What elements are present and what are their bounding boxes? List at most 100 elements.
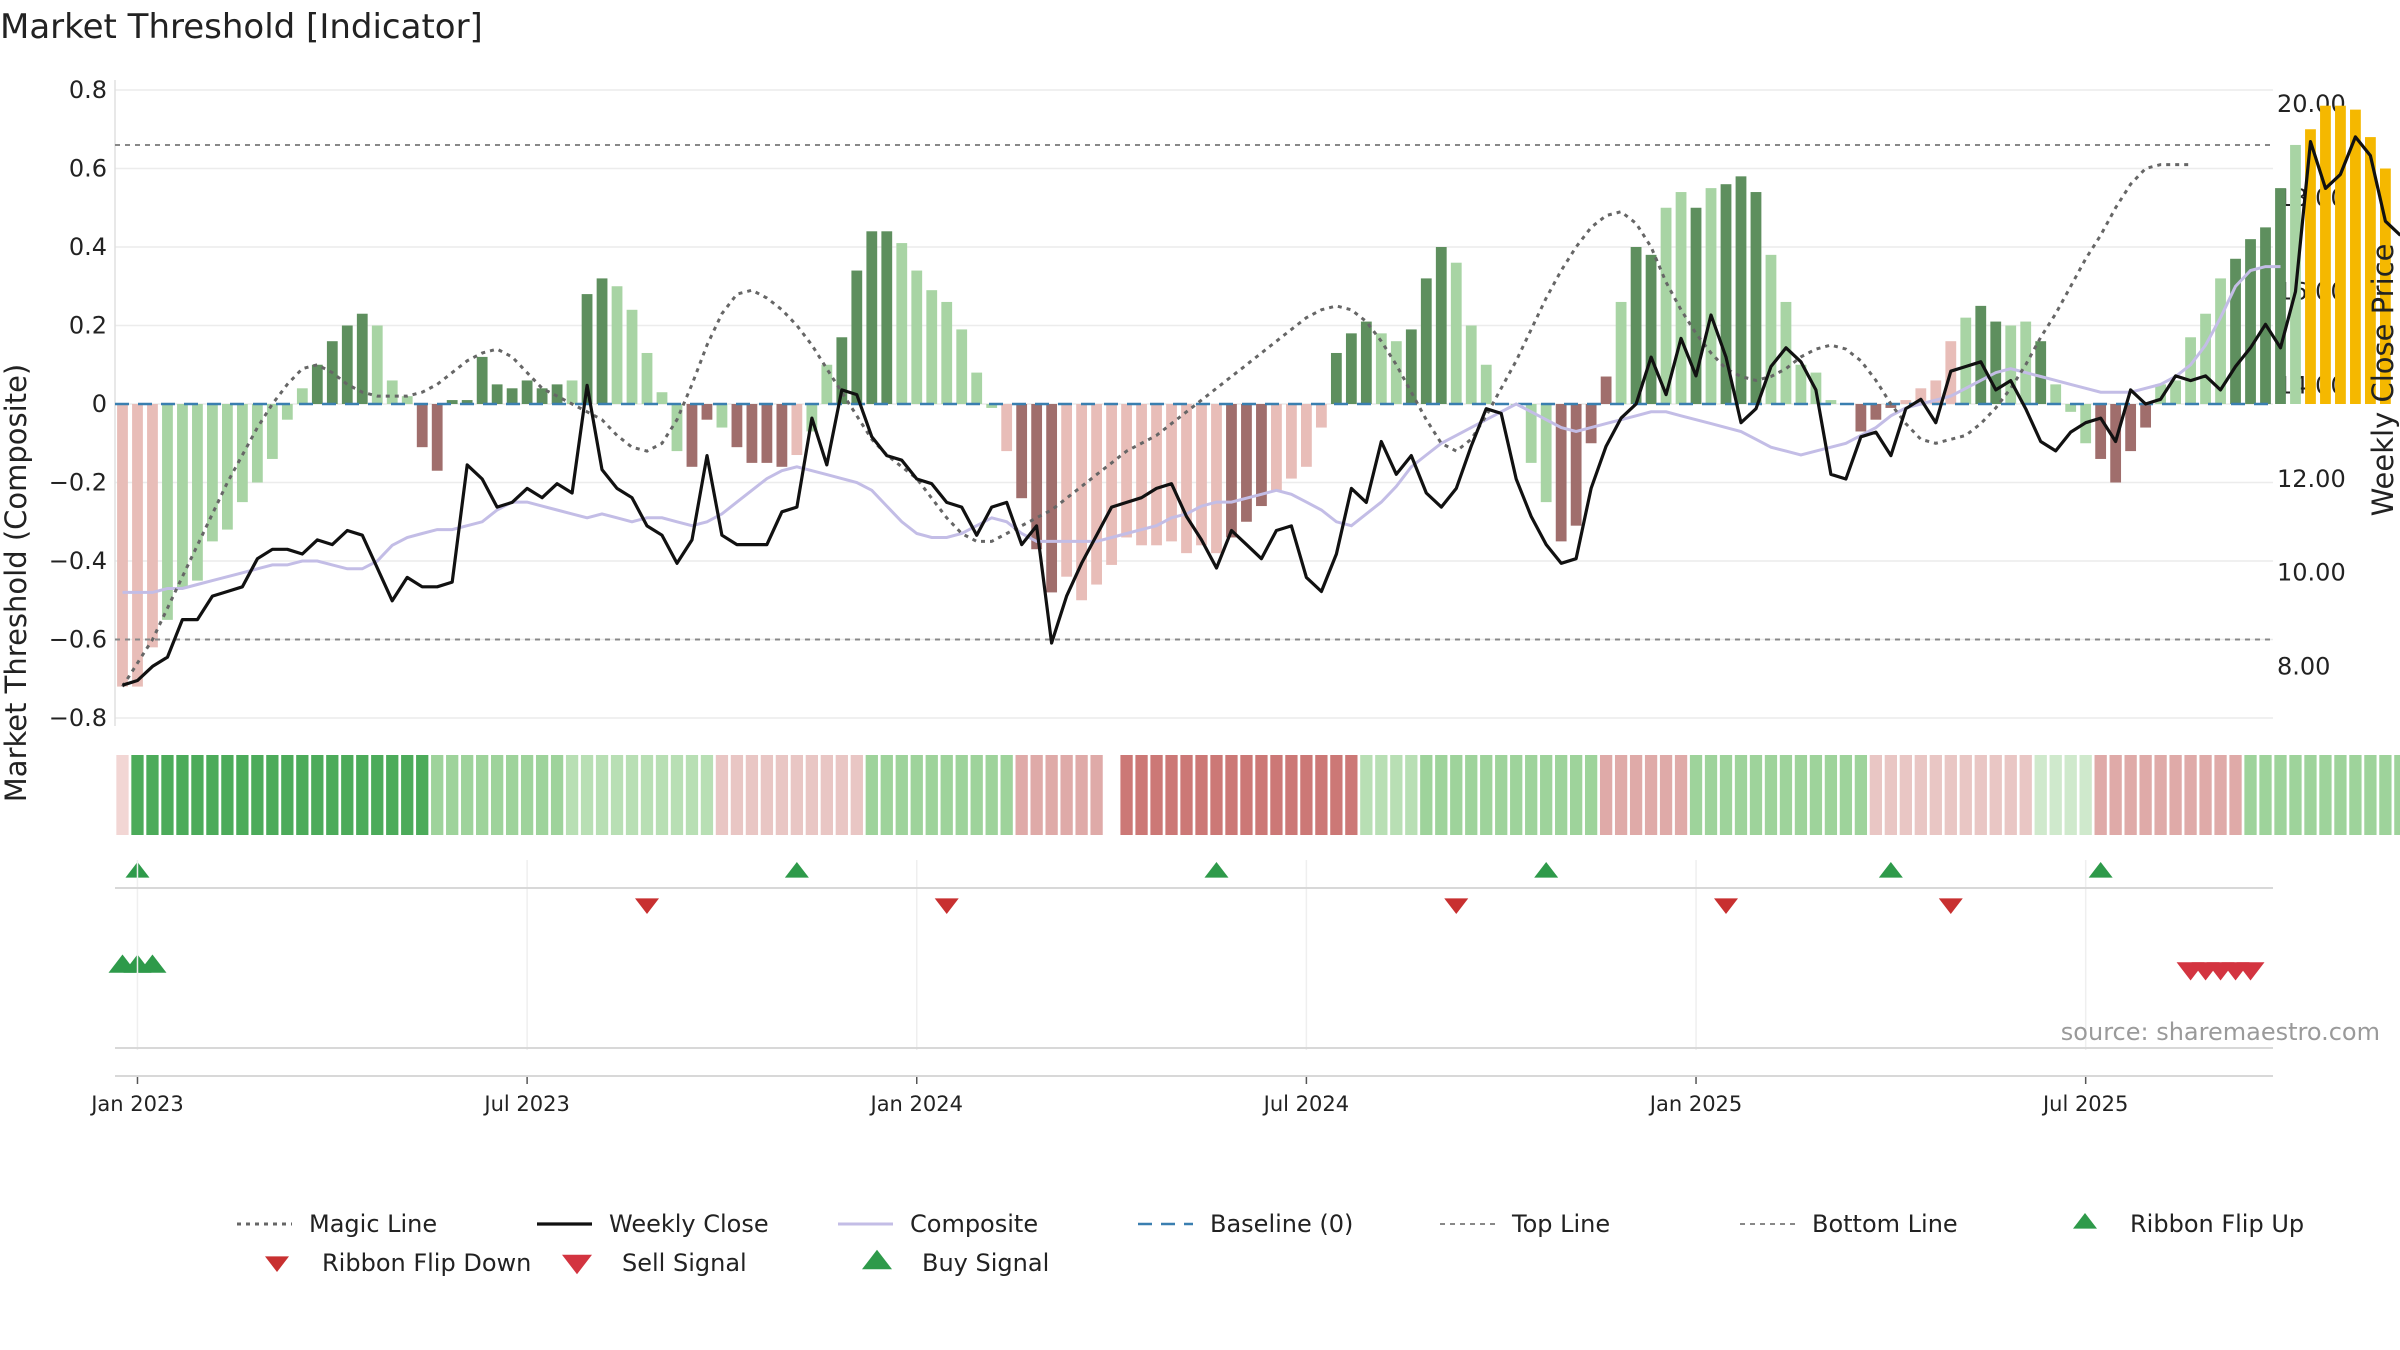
composite-bar	[2275, 188, 2286, 404]
ribbon-cell	[281, 755, 294, 835]
ribbon-cell	[955, 755, 968, 835]
ribbon-cell	[1749, 755, 1763, 835]
ribbon-cell	[1929, 755, 1942, 835]
ribbon-cell	[760, 755, 774, 835]
composite-bar	[1615, 301, 1627, 404]
ribbon-cell	[2064, 755, 2077, 835]
composite-bar	[1001, 404, 1013, 452]
composite-bar	[1166, 404, 1177, 542]
ribbon-cell	[1165, 755, 1178, 835]
composite-bar	[1196, 404, 1207, 546]
composite-bar	[551, 384, 563, 404]
x-tick-label: Jan 2023	[89, 1092, 184, 1116]
legend-label: Baseline (0)	[1210, 1210, 1353, 1238]
legend-label: Sell Signal	[622, 1249, 747, 1277]
composite-bar	[671, 404, 683, 452]
composite-bar	[776, 404, 788, 467]
ribbon-cell	[910, 755, 923, 835]
ribbon-flip-up-marker	[1878, 862, 1903, 878]
composite-bar	[2380, 168, 2391, 404]
composite-bar	[1930, 380, 1942, 404]
y-axis-left-label: Market Threshold (Composite)	[0, 364, 33, 802]
ribbon-cell	[176, 755, 189, 835]
ribbon-cell	[1779, 755, 1793, 835]
ribbon-cell	[1540, 755, 1553, 835]
composite-bar	[731, 404, 743, 448]
ribbon-cell	[401, 755, 414, 835]
ribbon-cell	[1345, 755, 1358, 835]
composite-bar	[1256, 404, 1267, 507]
composite-bar	[117, 404, 128, 687]
ribbon-cell	[880, 755, 893, 835]
composite-bar	[1750, 192, 1762, 404]
legend-item: Buy Signal	[862, 1249, 1049, 1277]
ribbon-cell	[416, 755, 429, 835]
composite-bar	[1585, 404, 1597, 444]
ribbon-cell	[835, 755, 848, 835]
composite-bar	[1855, 404, 1867, 432]
triangle-up-icon	[862, 1249, 892, 1270]
ribbon-cell	[1914, 755, 1927, 835]
composite-bar	[2335, 105, 2346, 404]
ribbon-cell	[1360, 755, 1373, 835]
legend: Magic Line Weekly Close Composite Baseline …	[237, 1210, 2304, 1277]
legend-item: Magic Line	[237, 1210, 437, 1238]
ribbon-cell	[520, 755, 534, 835]
ribbon-cell	[1824, 755, 1838, 835]
composite-bar	[506, 388, 518, 404]
ribbon-cell	[1255, 755, 1268, 835]
composite-bar	[2095, 404, 2107, 459]
ribbon-flip-down-marker	[1444, 898, 1469, 914]
composite-bar	[836, 337, 848, 404]
ribbon-cell	[1510, 755, 1523, 835]
composite-bar	[2185, 337, 2196, 404]
buy-sell-signal-track	[108, 954, 2265, 981]
composite-bar	[1465, 325, 1477, 404]
ribbon-cell	[251, 755, 264, 835]
ribbon-cell	[1435, 755, 1448, 835]
composite-bar	[1555, 404, 1567, 542]
composite-bar	[2305, 129, 2316, 404]
x-tick-label: Jan 2024	[869, 1092, 964, 1116]
composite-bar	[1540, 404, 1552, 503]
composite-bar	[2050, 384, 2062, 404]
y-tick-left: −0.4	[49, 547, 107, 575]
composite-bar	[1825, 400, 1837, 404]
ribbon-cell	[1060, 755, 1073, 835]
composite-bar	[207, 404, 218, 542]
composite-bar	[476, 356, 488, 404]
composite-bar	[746, 404, 758, 463]
composite-bar	[281, 404, 293, 420]
ribbon-cell	[940, 755, 953, 835]
ribbon-cell	[625, 755, 639, 835]
composite-bar	[341, 325, 353, 404]
composite-bar	[311, 364, 323, 404]
ribbon-cell	[191, 755, 204, 835]
composite-bar	[2365, 137, 2376, 404]
ribbon-cell	[2244, 755, 2257, 835]
composite-bar	[791, 404, 803, 456]
x-axis: Jan 2023 Jul 2023 Jan 2024 Jul 2024 Jan 2025…	[89, 860, 2273, 1116]
composite-bar	[1360, 321, 1372, 404]
y-tick-left: −0.6	[49, 626, 107, 654]
ribbon-cell	[1899, 755, 1912, 835]
composite-bar	[1435, 247, 1447, 404]
composite-bar	[1076, 404, 1087, 601]
ribbon-cell	[2304, 755, 2317, 835]
ribbon-cell	[1315, 755, 1328, 835]
y-axis-right-label: Weekly Close Price	[2366, 244, 2400, 517]
composite-bar	[2005, 325, 2017, 404]
composite-bar	[1345, 333, 1357, 404]
ribbon-cell	[565, 755, 579, 835]
ribbon-cell	[790, 755, 804, 835]
ribbon-cell	[2184, 755, 2197, 835]
composite-bar	[1870, 404, 1882, 420]
composite-bar	[2320, 105, 2331, 404]
composite-bar	[1375, 333, 1387, 404]
ribbon-flip-down-marker	[1714, 898, 1739, 914]
magic-line	[121, 163, 2191, 688]
composite-bar	[1990, 321, 2002, 404]
ribbon-cell	[580, 755, 594, 835]
ribbon-cell	[491, 755, 504, 835]
composite-bar	[1645, 254, 1657, 404]
